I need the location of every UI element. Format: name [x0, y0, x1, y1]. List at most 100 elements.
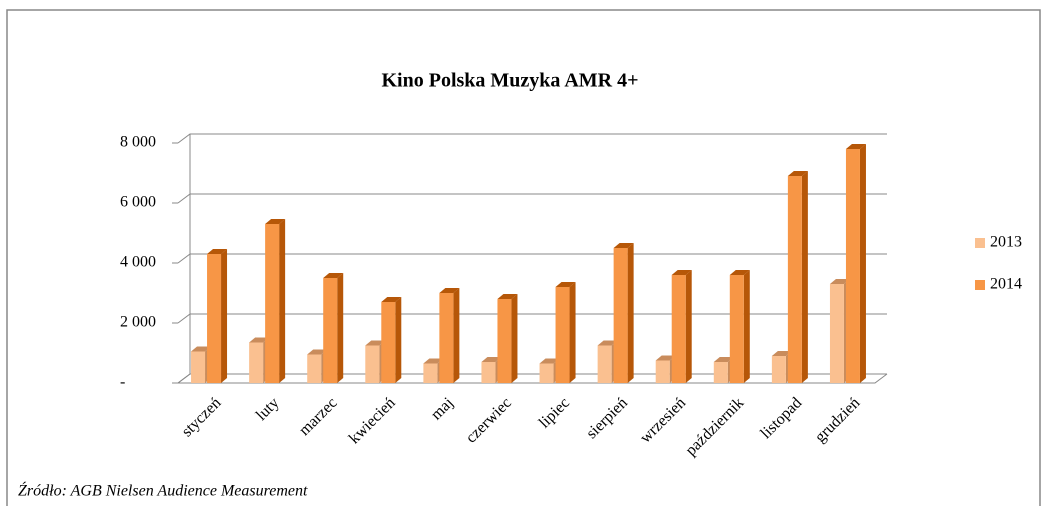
bar-face	[627, 243, 634, 383]
bar	[787, 171, 808, 383]
grid-line	[177, 133, 887, 144]
bar	[497, 294, 518, 383]
source-note: Źródło: AGB Nielsen Audience Measurement	[18, 481, 308, 500]
bar-face	[859, 144, 866, 383]
x-tick-label: styczeń	[179, 394, 225, 440]
bar-face	[845, 144, 866, 149]
bar-face	[191, 346, 212, 352]
bar-face	[497, 299, 512, 383]
bar-face	[829, 284, 844, 383]
bar	[613, 243, 634, 383]
bar-face	[365, 340, 386, 346]
bar-face	[743, 270, 750, 383]
bar-face	[787, 176, 802, 383]
bar-face	[191, 351, 206, 383]
bar	[439, 288, 460, 383]
bar-face	[381, 297, 402, 302]
bar-face	[729, 270, 750, 275]
bar-face	[787, 171, 808, 176]
bar-face	[249, 337, 270, 343]
y-tick-label: 6 000	[120, 194, 156, 211]
bar-face	[729, 275, 744, 383]
bar-face	[771, 356, 786, 383]
x-tick-label: wrzesień	[637, 394, 689, 446]
bar-face	[771, 351, 792, 356]
x-tick-label: grudzień	[812, 394, 864, 446]
bar	[265, 219, 286, 383]
grid-line	[177, 253, 887, 264]
bar-face	[829, 279, 850, 284]
bar-face	[555, 282, 576, 287]
bar-face	[207, 254, 222, 383]
bar-face	[481, 357, 502, 362]
bar	[845, 144, 866, 383]
y-tick-label: -	[120, 374, 125, 391]
bar	[729, 270, 750, 383]
bar-face	[685, 270, 692, 383]
bar-face	[323, 278, 338, 383]
y-tick-label: 4 000	[120, 254, 156, 271]
bar-face	[249, 342, 264, 383]
bar-face	[453, 288, 460, 383]
bar-face	[801, 171, 808, 383]
x-tick-label: marzec	[296, 394, 341, 439]
bar	[323, 273, 344, 383]
bar-face	[539, 358, 560, 364]
bar-face	[597, 340, 618, 346]
legend-label: 2014	[990, 276, 1022, 293]
bar-face	[569, 282, 576, 383]
bar-face	[845, 149, 860, 383]
x-tick-label: luty	[253, 394, 283, 424]
bar-face	[221, 249, 228, 383]
grid-line	[177, 373, 887, 384]
bar-face	[423, 358, 444, 364]
bar-face	[207, 249, 228, 254]
bar-face	[337, 273, 344, 383]
bar-face	[481, 362, 496, 383]
bar	[381, 297, 402, 383]
bar-face	[671, 270, 692, 275]
y-tick-label: 2 000	[120, 314, 156, 331]
bar-face	[395, 297, 402, 383]
x-tick-label: lipiec	[536, 394, 573, 431]
x-tick-label: kwiecień	[346, 394, 399, 447]
x-tick-label: maj	[428, 394, 457, 423]
bar	[671, 270, 692, 383]
bar-face	[671, 275, 686, 383]
bar-face	[307, 349, 328, 355]
bar-face	[555, 287, 570, 383]
bar-face	[423, 363, 438, 383]
bar-face	[655, 360, 670, 383]
bar-face	[497, 294, 518, 299]
bar-face	[323, 273, 344, 278]
y-tick-label: 8 000	[120, 134, 156, 151]
x-tick-label: październik	[682, 394, 747, 459]
legend-label: 2013	[990, 234, 1022, 251]
chart-title: Kino Polska Muzyka AMR 4+	[382, 70, 639, 92]
bar-face	[381, 302, 396, 383]
bar-face	[307, 354, 322, 383]
frame	[6, 9, 1041, 506]
x-tick-label: listopad	[757, 394, 805, 442]
bar-face	[265, 219, 286, 224]
bar-face	[613, 248, 628, 383]
grid-line	[177, 313, 887, 324]
bar-face	[713, 357, 734, 362]
legend-swatch	[975, 238, 985, 248]
bar	[207, 249, 228, 383]
x-tick-label: sierpień	[583, 394, 631, 442]
bar	[555, 282, 576, 383]
bar-face	[439, 288, 460, 293]
grid-line	[177, 193, 887, 204]
bar-face	[613, 243, 634, 248]
bar-face	[365, 345, 380, 383]
x-tick-label: czerwiec	[463, 394, 515, 446]
bar-face	[655, 355, 676, 361]
bar-face	[539, 363, 554, 383]
bar-face	[279, 219, 286, 383]
bar-face	[265, 224, 280, 383]
bar-face	[713, 362, 728, 383]
bar-face	[511, 294, 518, 383]
legend-swatch	[975, 280, 985, 290]
